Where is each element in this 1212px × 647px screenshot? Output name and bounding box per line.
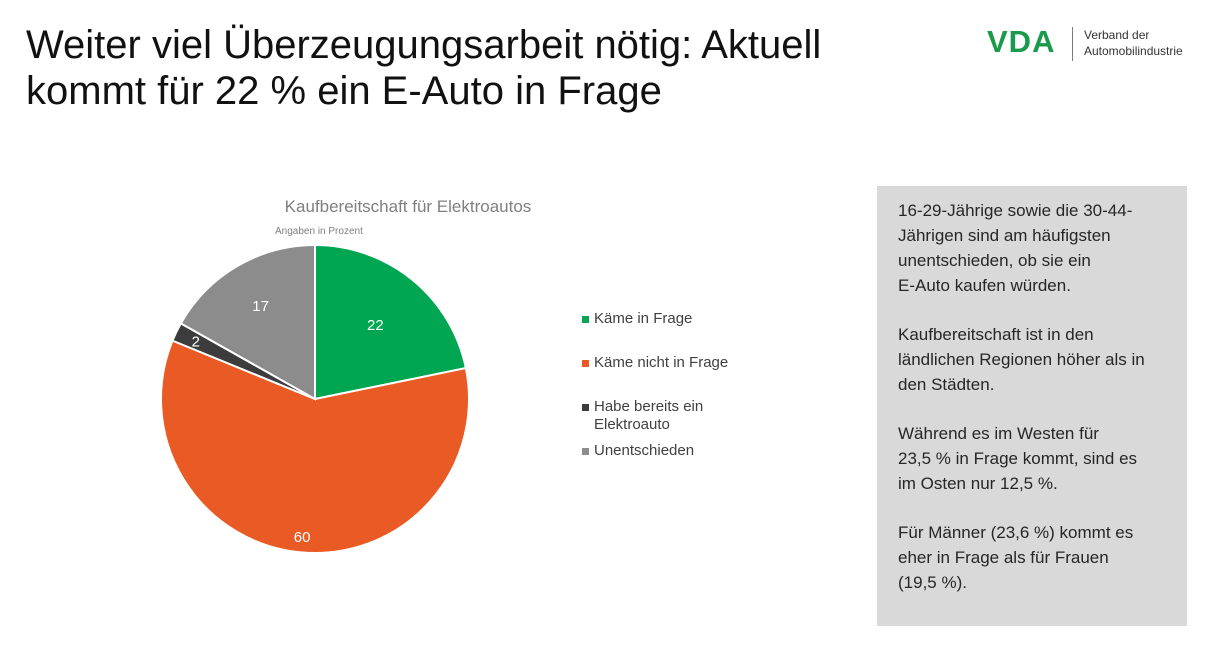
legend-swatch-1 [582, 316, 589, 323]
legend-label-2: Käme nicht in Frage [594, 354, 744, 372]
slide-title: Weiter viel Überzeugungsarbeit nötig: Ak… [26, 22, 926, 114]
info-line: den Städten. [898, 375, 995, 394]
info-paragraph-4: Für Männer (23,6 %) kommt es eher in Frag… [898, 520, 1171, 595]
info-line: Während es im Westen für [898, 424, 1099, 443]
chart-title: Kaufbereitschaft für Elektroautos [284, 197, 532, 216]
legend-label-line: Käme in Frage [594, 310, 693, 327]
info-line: 16-29-Jährige sowie die 30-44- [898, 201, 1133, 220]
info-paragraph-2: Kaufbereitschaft ist in den ländlichen Re… [898, 322, 1171, 397]
legend-swatch-3 [582, 404, 589, 411]
info-line: 23,5 % in Frage kommt, sind es [898, 449, 1138, 468]
legend-label-line: Käme nicht in Frage [594, 354, 729, 371]
pie-data-label-3: 2 [192, 333, 200, 350]
chart-subtitle: Angaben in Prozent [275, 226, 363, 237]
info-paragraph-3: Während es im Westen für 23,5 % in Frage … [898, 421, 1171, 496]
vda-logo-mark: VDA [987, 24, 1056, 59]
pie-slice-1 [314, 243, 468, 401]
legend-label-line: Elektroauto [594, 416, 670, 433]
slide-title-line2: kommt für 22 % ein E-Auto in Frage [26, 69, 662, 113]
slide-title-line1: Weiter viel Überzeugungsarbeit nötig: Ak… [26, 23, 822, 67]
logo-text-line2: Automobilindustrie [1084, 44, 1183, 58]
info-line: unentschieden, ob sie ein [898, 251, 1091, 270]
info-box: 16-29-Jährige sowie die 30-44- Jährigen s… [877, 186, 1187, 626]
info-line: E-Auto kaufen würden. [898, 276, 1071, 295]
legend-label-line: Habe bereits ein [594, 398, 704, 415]
logo-text-line1: Verband der [1084, 28, 1150, 42]
legend-label-1: Käme in Frage [594, 310, 744, 328]
legend-label-4: Unentschieden [594, 442, 744, 460]
info-line: eher in Frage als für Frauen [898, 548, 1109, 567]
info-line: ländlichen Regionen höher als in [898, 350, 1145, 369]
legend-swatch-4 [582, 448, 589, 455]
info-line: Jährigen sind am häufigsten [898, 226, 1111, 245]
pie-data-label-2: 60 [294, 529, 311, 546]
legend-label-line: Unentschieden [594, 442, 695, 459]
info-line: im Osten nur 12,5 %. [898, 474, 1058, 493]
info-line: Kaufbereitschaft ist in den [898, 325, 1094, 344]
info-paragraph-1: 16-29-Jährige sowie die 30-44- Jährigen s… [898, 198, 1171, 298]
pie-slice-2 [160, 339, 470, 554]
pie-data-label-1: 22 [367, 317, 384, 334]
info-line: Für Männer (23,6 %) kommt es [898, 523, 1134, 542]
logo-divider [1072, 27, 1073, 61]
legend-swatch-2 [582, 360, 589, 367]
info-line: (19,5 %). [898, 573, 967, 592]
pie-slice-4 [179, 243, 316, 401]
legend-label-3: Habe bereits ein Elektroauto [594, 398, 744, 434]
pie-data-label-4: 17 [252, 298, 269, 315]
vda-logo-text: Verband der Automobilindustrie [1084, 27, 1183, 59]
